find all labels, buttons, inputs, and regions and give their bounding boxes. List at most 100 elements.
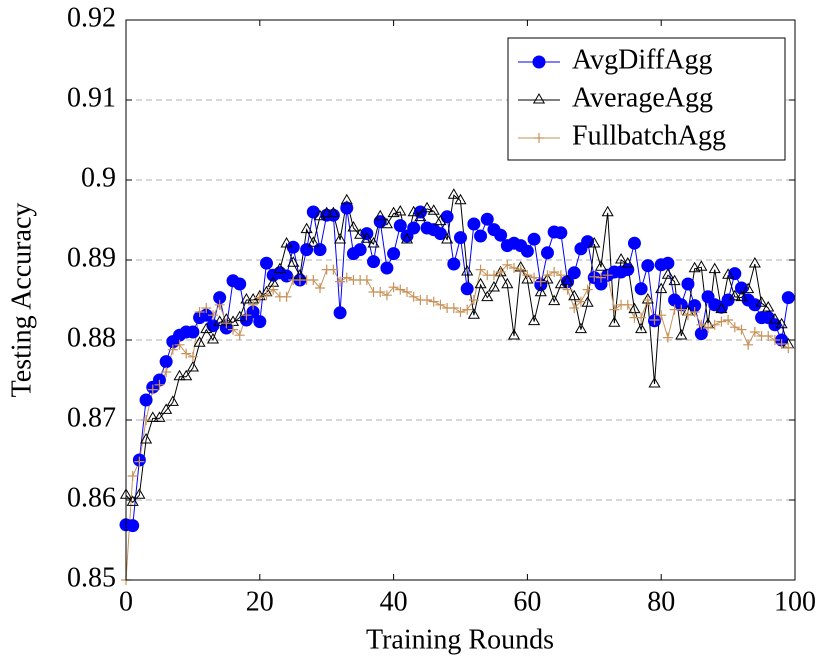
point bbox=[233, 310, 246, 322]
point bbox=[407, 205, 420, 217]
y-tick-label: 0.91 bbox=[67, 82, 116, 113]
point bbox=[427, 204, 440, 215]
point bbox=[193, 336, 206, 347]
point bbox=[154, 379, 165, 390]
legend-label: FullbatchAgg bbox=[572, 120, 726, 151]
point bbox=[380, 217, 393, 229]
point bbox=[529, 272, 540, 283]
point bbox=[361, 275, 372, 285]
point bbox=[749, 327, 760, 337]
point bbox=[167, 344, 178, 355]
point bbox=[743, 339, 754, 350]
point bbox=[160, 403, 173, 414]
point bbox=[488, 270, 499, 281]
point bbox=[562, 284, 573, 295]
point bbox=[481, 290, 494, 302]
point bbox=[454, 193, 467, 205]
point bbox=[568, 289, 581, 301]
point bbox=[722, 268, 735, 279]
point bbox=[461, 265, 474, 276]
point bbox=[742, 282, 755, 294]
point bbox=[200, 322, 213, 334]
point bbox=[328, 264, 339, 275]
point bbox=[395, 284, 406, 295]
point bbox=[387, 247, 401, 261]
point bbox=[181, 348, 192, 359]
point bbox=[313, 243, 327, 257]
point bbox=[467, 308, 480, 319]
point bbox=[147, 384, 158, 395]
point bbox=[440, 210, 454, 224]
point bbox=[261, 290, 272, 301]
y-tick-label: 0.87 bbox=[67, 402, 116, 433]
point bbox=[487, 281, 501, 292]
point bbox=[589, 271, 600, 282]
point bbox=[735, 290, 748, 302]
point bbox=[340, 201, 354, 215]
y-tick-label: 0.92 bbox=[67, 2, 116, 33]
y-tick-label: 0.88 bbox=[67, 322, 116, 353]
point bbox=[689, 307, 700, 317]
point bbox=[221, 318, 232, 329]
point bbox=[394, 205, 407, 216]
point bbox=[420, 201, 434, 213]
point bbox=[462, 304, 473, 315]
point bbox=[307, 236, 320, 247]
point bbox=[588, 237, 601, 248]
point bbox=[501, 277, 514, 289]
point bbox=[422, 295, 433, 305]
point bbox=[608, 316, 621, 327]
x-tick-label: 20 bbox=[246, 586, 274, 617]
point bbox=[140, 433, 153, 444]
legend-marker bbox=[534, 133, 544, 143]
point bbox=[201, 303, 212, 313]
point bbox=[287, 256, 300, 267]
point bbox=[535, 276, 546, 287]
point bbox=[186, 325, 200, 339]
point bbox=[341, 272, 352, 283]
x-tick-label: 80 bbox=[647, 586, 675, 617]
point bbox=[656, 310, 667, 321]
point bbox=[642, 295, 653, 305]
legend-box bbox=[507, 37, 786, 161]
point bbox=[715, 302, 728, 314]
point bbox=[634, 282, 648, 296]
point bbox=[709, 319, 720, 330]
point bbox=[475, 264, 486, 275]
point bbox=[308, 275, 319, 285]
point bbox=[755, 296, 768, 307]
legend-label: AvgDiffAgg bbox=[572, 44, 713, 75]
point bbox=[340, 193, 353, 205]
point bbox=[414, 210, 427, 222]
point bbox=[520, 244, 534, 258]
point bbox=[548, 294, 561, 306]
point bbox=[280, 237, 293, 248]
point bbox=[769, 335, 780, 345]
point bbox=[661, 256, 675, 270]
point bbox=[447, 257, 461, 271]
point bbox=[728, 289, 741, 301]
point bbox=[460, 282, 474, 296]
point bbox=[601, 205, 614, 217]
point bbox=[401, 287, 412, 297]
point bbox=[621, 257, 634, 268]
point bbox=[676, 304, 687, 315]
point bbox=[206, 333, 220, 344]
point bbox=[334, 233, 347, 244]
point bbox=[161, 367, 172, 377]
point bbox=[360, 232, 373, 243]
point bbox=[435, 299, 446, 310]
point bbox=[180, 369, 193, 381]
point bbox=[333, 306, 347, 320]
x-tick-label: 40 bbox=[380, 586, 408, 617]
point bbox=[723, 315, 734, 325]
point bbox=[736, 324, 747, 335]
point bbox=[515, 264, 526, 275]
point bbox=[126, 495, 139, 506]
point bbox=[494, 228, 508, 242]
point bbox=[335, 276, 346, 287]
point bbox=[783, 343, 794, 353]
point bbox=[575, 296, 586, 307]
point bbox=[347, 221, 360, 232]
